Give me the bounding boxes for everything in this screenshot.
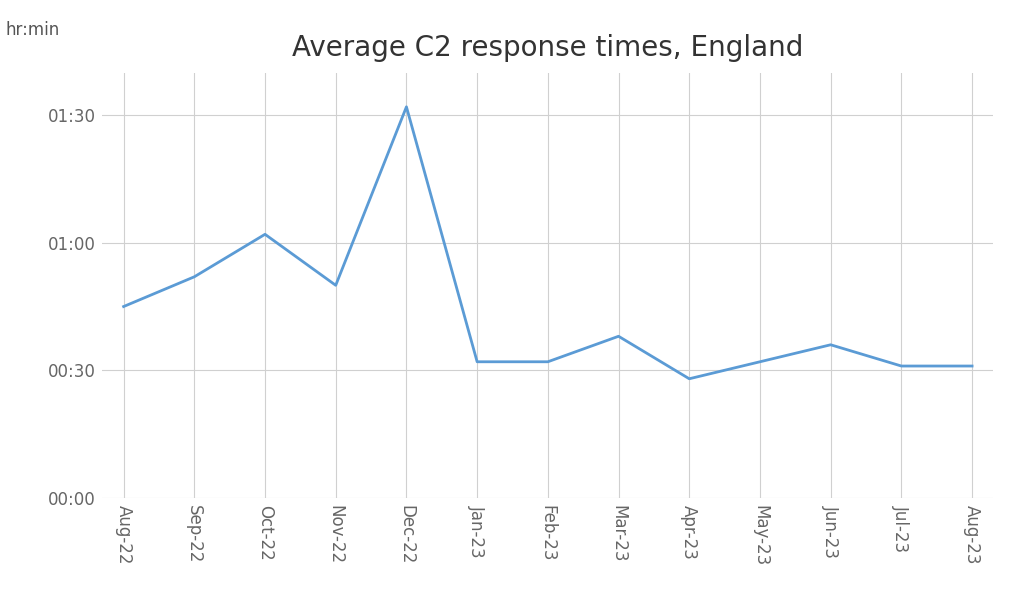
Text: hr:min: hr:min	[5, 21, 59, 39]
Title: Average C2 response times, England: Average C2 response times, England	[292, 34, 804, 62]
